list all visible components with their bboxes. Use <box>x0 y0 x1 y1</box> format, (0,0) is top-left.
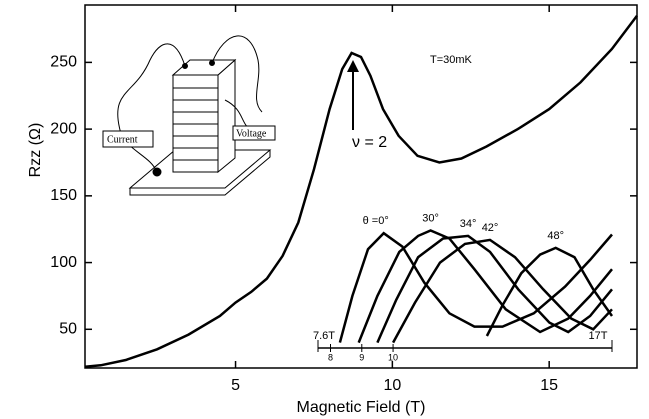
y-tick-label: 150 <box>50 187 77 204</box>
wire <box>117 43 186 173</box>
data-line <box>84 14 638 368</box>
diagram-label: Voltage <box>236 128 267 139</box>
inset-x-tick-label: 17T <box>589 330 608 342</box>
series-label: 42° <box>482 222 499 234</box>
annotation: T=30mK <box>430 54 473 66</box>
x-axis-label: Magnetic Field (T) <box>297 399 426 416</box>
wire <box>211 35 263 113</box>
x-tick-label: 15 <box>540 377 558 394</box>
stack-side <box>217 58 236 174</box>
data-line <box>338 231 613 343</box>
data-line <box>376 234 613 344</box>
label-box <box>102 130 154 148</box>
plot-frame <box>84 4 638 369</box>
inset-x-tick-label: 9 <box>359 352 364 362</box>
series-label: 34° <box>460 218 477 230</box>
y-tick-label: 50 <box>59 321 77 338</box>
inset-x-tick-label: 7.6T <box>313 330 335 342</box>
stack-layers <box>173 87 218 161</box>
series-label: 30° <box>422 212 439 224</box>
y-axis-label: Rzz (Ω) <box>27 123 44 178</box>
annotation: ν = 2 <box>352 134 387 151</box>
x-tick-label: 5 <box>231 377 240 394</box>
contact <box>152 167 162 177</box>
inset-x-tick-label: 8 <box>328 352 333 362</box>
arrow-head <box>347 60 359 72</box>
y-tick-label: 200 <box>50 120 77 137</box>
series-label: 48° <box>547 230 564 242</box>
data-line <box>485 246 614 337</box>
y-tick-label: 100 <box>50 254 77 271</box>
contact <box>209 60 215 66</box>
inset-x-tick-label: 10 <box>388 352 398 362</box>
x-tick-label: 10 <box>383 377 401 394</box>
data-line <box>357 229 613 344</box>
contact <box>182 63 188 69</box>
data-line <box>392 238 613 344</box>
sample-diagram <box>102 35 276 196</box>
diagram-label: Current <box>107 134 138 145</box>
label-box <box>232 125 276 141</box>
y-tick-label: 250 <box>50 54 77 71</box>
series-label: θ =0° <box>363 215 389 227</box>
substrate-edge <box>129 150 271 196</box>
